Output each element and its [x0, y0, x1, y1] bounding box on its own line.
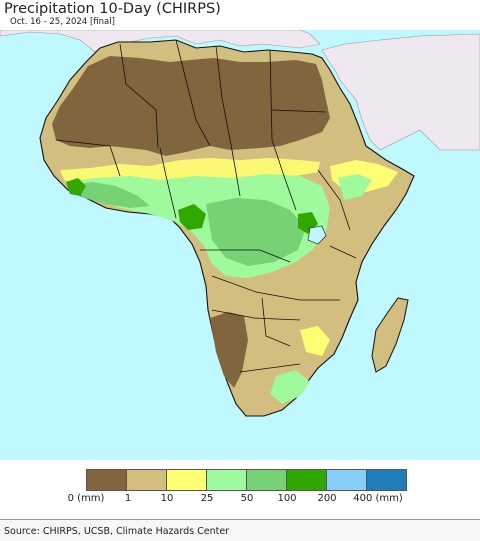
legend-swatch-100-200mm [287, 470, 327, 490]
legend-label: 100 [277, 493, 297, 504]
precipitation-map [0, 30, 480, 460]
guinea-coast-heavy-rain [68, 182, 150, 208]
map-date-range: Oct. 16 - 25, 2024 [final] [10, 17, 115, 27]
precipitation-legend [86, 469, 407, 491]
legend-label: 400 (mm) [353, 493, 403, 504]
legend-swatch-200-400mm [327, 470, 367, 490]
source-credit: Source: CHIRPS, UCSB, Climate Hazards Ce… [4, 526, 230, 537]
country-borders [55, 39, 357, 373]
legend-swatch-25-50mm [207, 470, 247, 490]
legend-swatch-1-10mm [127, 470, 167, 490]
map-title: Precipitation 10-Day (CHIRPS) [4, 1, 221, 17]
ethiopia-moderate-rain [338, 174, 372, 200]
middle-east-landmass [321, 33, 480, 151]
lake-victoria [307, 225, 327, 245]
legend-swatch-10-25mm [167, 470, 207, 490]
legend-label: 1 [124, 493, 132, 504]
legend-label: 25 [200, 493, 214, 504]
madagascar [371, 297, 409, 373]
footer-bar [0, 519, 480, 541]
legend-swatch-400mm-plus [367, 470, 406, 490]
legend-label: 10 [160, 493, 174, 504]
congo-heavy-rain [206, 198, 306, 266]
southeast-moderate-rain [270, 370, 310, 404]
sahara-dry-zone [52, 56, 330, 156]
legend-labels: 0 (mm) 1 10 25 50 100 200 400 (mm) [0, 493, 480, 507]
legend-label: 0 (mm) [67, 493, 105, 504]
guinea-very-heavy-rain [66, 178, 86, 196]
legend-swatch-50-100mm [247, 470, 287, 490]
southern-dry-zone [210, 312, 248, 388]
cameroon-very-heavy-rain [178, 204, 206, 230]
legend-label: 200 [317, 493, 337, 504]
legend-label: 50 [240, 493, 254, 504]
legend-swatch-0-1mm [87, 470, 127, 490]
mozambique-light-rain [300, 326, 330, 356]
europe-landmass [0, 30, 321, 53]
